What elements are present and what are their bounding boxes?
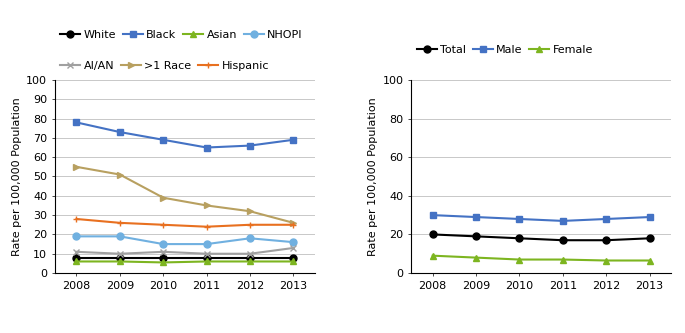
AI/AN — [159, 250, 167, 254]
Line: Hispanic: Hispanic — [73, 215, 297, 230]
NHOPI — [203, 242, 211, 246]
NHOPI — [73, 234, 81, 238]
Male — [515, 217, 523, 221]
Male — [645, 215, 653, 219]
White — [116, 256, 124, 260]
Female — [645, 258, 653, 262]
Male — [602, 217, 610, 221]
Line: Female: Female — [429, 252, 653, 264]
Asian — [116, 259, 124, 263]
AI/AN — [203, 252, 211, 256]
>1 Race — [116, 172, 124, 176]
Asian — [159, 260, 167, 264]
Hispanic — [289, 223, 297, 227]
>1 Race — [289, 221, 297, 225]
Line: NHOPI: NHOPI — [73, 233, 297, 247]
Black — [159, 138, 167, 142]
Total — [602, 238, 610, 242]
NHOPI — [116, 234, 124, 238]
Male — [559, 219, 567, 223]
Line: Black: Black — [73, 119, 297, 151]
>1 Race — [203, 203, 211, 207]
NHOPI — [289, 240, 297, 244]
>1 Race — [159, 196, 167, 200]
AI/AN — [246, 252, 254, 256]
AI/AN — [73, 250, 81, 254]
White — [203, 256, 211, 260]
Total — [559, 238, 567, 242]
Total — [429, 232, 437, 236]
Hispanic — [246, 223, 254, 227]
AI/AN — [289, 246, 297, 250]
Female — [515, 257, 523, 261]
>1 Race — [246, 209, 254, 213]
Black — [73, 121, 81, 125]
Line: White: White — [73, 254, 297, 261]
Female — [559, 257, 567, 261]
Line: Asian: Asian — [73, 258, 297, 266]
Legend: Total, Male, Female: Total, Male, Female — [416, 45, 593, 55]
Black — [289, 138, 297, 142]
Line: Male: Male — [429, 212, 653, 224]
Total — [645, 236, 653, 240]
Total — [472, 234, 480, 238]
Legend: AI/AN, >1 Race, Hispanic: AI/AN, >1 Race, Hispanic — [60, 61, 269, 71]
Female — [602, 258, 610, 262]
White — [246, 256, 254, 260]
White — [73, 256, 81, 260]
Line: Total: Total — [429, 231, 653, 244]
Y-axis label: Rate per 100,000 Population: Rate per 100,000 Population — [369, 97, 378, 256]
Male — [472, 215, 480, 219]
NHOPI — [159, 242, 167, 246]
Hispanic — [159, 223, 167, 227]
NHOPI — [246, 236, 254, 240]
White — [159, 256, 167, 260]
Female — [472, 256, 480, 260]
Asian — [73, 259, 81, 263]
Asian — [289, 259, 297, 263]
Hispanic — [203, 225, 211, 229]
Hispanic — [116, 221, 124, 225]
Asian — [246, 259, 254, 263]
>1 Race — [73, 165, 81, 169]
Y-axis label: Rate per 100,000 Population: Rate per 100,000 Population — [12, 97, 22, 256]
Asian — [203, 259, 211, 263]
Male — [429, 213, 437, 217]
AI/AN — [116, 252, 124, 256]
White — [289, 256, 297, 260]
Black — [246, 144, 254, 148]
Black — [203, 146, 211, 150]
Black — [116, 130, 124, 134]
Line: AI/AN: AI/AN — [73, 244, 297, 257]
Total — [515, 236, 523, 240]
Line: >1 Race: >1 Race — [73, 164, 297, 226]
Hispanic — [73, 217, 81, 221]
Female — [429, 254, 437, 258]
